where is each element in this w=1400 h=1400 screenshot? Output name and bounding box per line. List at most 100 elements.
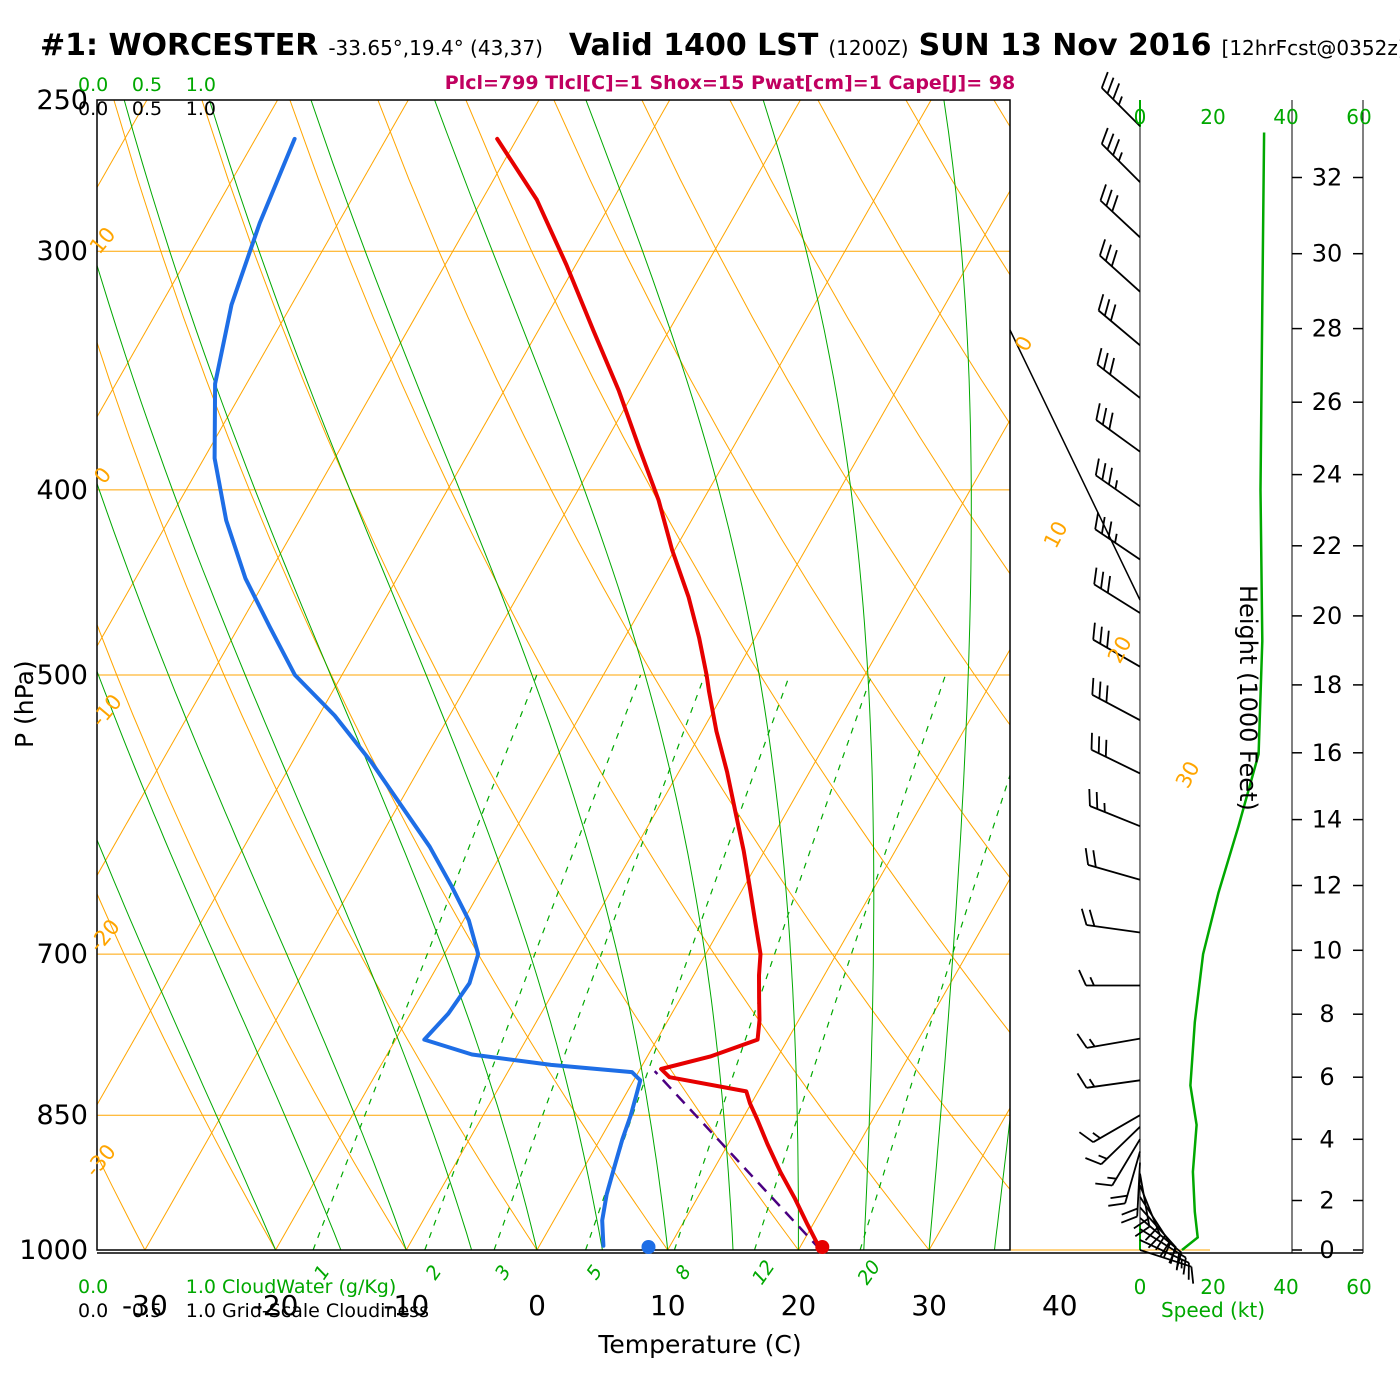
svg-text:0: 0 bbox=[528, 1289, 546, 1322]
svg-text:12: 12 bbox=[748, 1256, 780, 1288]
svg-text:10: 10 bbox=[1039, 517, 1073, 552]
svg-text:20: 20 bbox=[781, 1289, 817, 1322]
svg-text:0: 0 bbox=[89, 463, 116, 489]
svg-text:12: 12 bbox=[1312, 872, 1343, 900]
svg-text:850: 850 bbox=[36, 1100, 88, 1131]
svg-text:300: 300 bbox=[36, 236, 88, 267]
svg-text:-10: -10 bbox=[383, 1289, 429, 1322]
svg-text:16: 16 bbox=[1312, 739, 1343, 767]
plot-border bbox=[96, 99, 1011, 1251]
svg-text:-20: -20 bbox=[253, 1289, 299, 1322]
cloudwater-tick: 1.0 bbox=[185, 74, 216, 96]
wind-barbs bbox=[1076, 71, 1195, 1284]
svg-text:26: 26 bbox=[1312, 388, 1343, 416]
cloudiness-label: Grid-Scale Cloudiness bbox=[222, 1300, 429, 1322]
svg-text:30: 30 bbox=[1171, 757, 1205, 792]
cloudiness-scale-top: 0.0 0.5 1.0 bbox=[78, 98, 216, 120]
station-name: #1: WORCESTER bbox=[40, 28, 319, 63]
svg-text:20: 20 bbox=[1312, 602, 1343, 630]
plot-frame bbox=[96, 99, 1364, 1254]
cloudwater-label: CloudWater (g/Kg) bbox=[222, 1276, 397, 1298]
svg-text:32: 32 bbox=[1312, 164, 1343, 192]
upper-right-diagonal bbox=[1009, 329, 1141, 601]
cloudiness-tick: 1.0 bbox=[185, 1300, 216, 1322]
svg-text:24: 24 bbox=[1312, 461, 1343, 489]
station-coords: -33.65°,19.4° (43,37) bbox=[328, 36, 543, 60]
moist-adiabats bbox=[97, 100, 1010, 1250]
surface-dewpoint-point bbox=[641, 1240, 656, 1254]
svg-text:6: 6 bbox=[1319, 1063, 1334, 1091]
svg-text:250: 250 bbox=[36, 85, 88, 116]
svg-text:10: 10 bbox=[650, 1289, 686, 1322]
cloudwater-tick: 1.0 bbox=[185, 1276, 216, 1298]
svg-text:2: 2 bbox=[1319, 1187, 1334, 1215]
svg-text:3: 3 bbox=[491, 1261, 516, 1284]
svg-text:0: 0 bbox=[1319, 1236, 1334, 1264]
svg-text:20: 20 bbox=[853, 1256, 885, 1288]
svg-text:-10: -10 bbox=[86, 690, 126, 732]
speed-axis-label: Speed (kt) bbox=[1160, 1298, 1266, 1322]
svg-text:60: 60 bbox=[1346, 1275, 1371, 1299]
svg-text:20: 20 bbox=[1200, 105, 1225, 129]
svg-text:400: 400 bbox=[36, 475, 88, 506]
svg-text:8: 8 bbox=[1319, 1000, 1334, 1028]
valid-time: Valid 1400 LST bbox=[568, 28, 819, 63]
valid-date: SUN 13 Nov 2016 bbox=[918, 28, 1212, 63]
pressure-axis-label: P (hPa) bbox=[10, 660, 39, 748]
cloudwater-tick: 0.5 bbox=[131, 74, 163, 96]
svg-text:18: 18 bbox=[1312, 671, 1343, 699]
cloudiness-tick: 1.0 bbox=[185, 98, 216, 120]
svg-text:0: 0 bbox=[1010, 332, 1037, 355]
svg-text:700: 700 bbox=[36, 939, 88, 970]
svg-text:10: 10 bbox=[1312, 936, 1343, 964]
svg-text:20: 20 bbox=[1200, 1275, 1225, 1299]
svg-text:2: 2 bbox=[421, 1261, 446, 1284]
cloudiness-tick: 0.5 bbox=[131, 98, 163, 120]
orange-grid bbox=[97, 100, 1010, 1250]
mixing-ratio-lines bbox=[312, 674, 1010, 1250]
cloudwater-scale-top: 0.0 0.5 1.0 bbox=[78, 74, 216, 96]
svg-text:1000: 1000 bbox=[19, 1235, 88, 1266]
svg-text:40: 40 bbox=[1273, 105, 1298, 129]
svg-text:0: 0 bbox=[1134, 105, 1147, 129]
temperature-axis-label: Temperature (C) bbox=[598, 1330, 802, 1359]
svg-text:40: 40 bbox=[1273, 1275, 1298, 1299]
svg-text:30: 30 bbox=[911, 1289, 947, 1322]
height-axis-label: Height (1000 Feet) bbox=[1234, 585, 1262, 811]
cloudwater-tick: 0.0 bbox=[78, 1276, 109, 1298]
svg-text:-30: -30 bbox=[122, 1289, 168, 1322]
title-bar: #1: WORCESTER -33.65°,19.4° (43,37) Vali… bbox=[40, 28, 1400, 63]
svg-text:0: 0 bbox=[1134, 1275, 1147, 1299]
svg-text:-30: -30 bbox=[80, 1140, 120, 1182]
forecast-info: [12hrFcst@0352z] bbox=[1221, 36, 1400, 60]
surface-temperature-point bbox=[815, 1240, 830, 1254]
temperature-trace bbox=[495, 136, 823, 1250]
svg-text:10: 10 bbox=[85, 223, 121, 259]
svg-text:40: 40 bbox=[1042, 1289, 1078, 1322]
svg-text:-20: -20 bbox=[84, 915, 124, 957]
parcel-path bbox=[653, 1070, 822, 1250]
svg-text:8: 8 bbox=[671, 1261, 696, 1284]
svg-text:30: 30 bbox=[1312, 240, 1343, 268]
dewpoint-trace bbox=[212, 136, 643, 1248]
svg-text:4: 4 bbox=[1319, 1125, 1334, 1153]
svg-text:14: 14 bbox=[1312, 806, 1343, 834]
svg-text:60: 60 bbox=[1346, 105, 1371, 129]
wind-speed-profile bbox=[1181, 132, 1266, 1251]
svg-text:22: 22 bbox=[1312, 532, 1343, 560]
cloudwater-tick: 0.0 bbox=[78, 74, 109, 96]
svg-text:5: 5 bbox=[582, 1261, 607, 1284]
cloudiness-tick: 0.0 bbox=[78, 98, 109, 120]
cloudiness-scale-bottom: 0.0 0.5 1.0 bbox=[78, 1300, 216, 1322]
cloudwater-scale-bottom: 0.0 1.0 bbox=[78, 1276, 216, 1298]
cloudiness-tick: 0.5 bbox=[131, 1300, 163, 1322]
valid-zulu: (1200Z) bbox=[828, 36, 909, 60]
svg-text:28: 28 bbox=[1312, 315, 1343, 343]
cloudiness-tick: 0.0 bbox=[78, 1300, 109, 1322]
svg-text:500: 500 bbox=[36, 660, 88, 691]
